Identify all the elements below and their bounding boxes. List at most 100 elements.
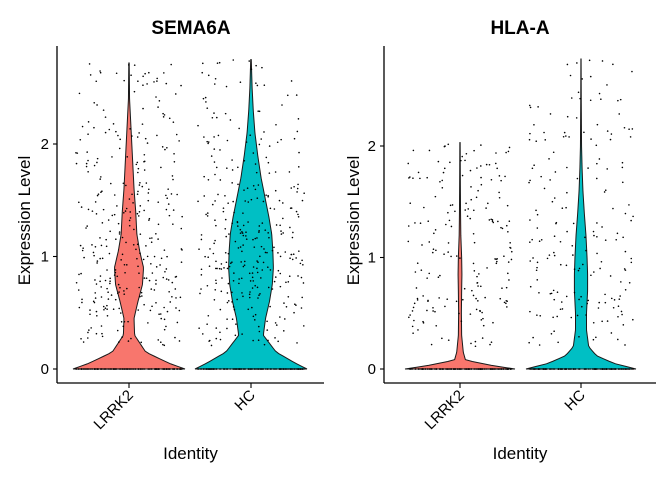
data-point (603, 191, 606, 193)
data-point (115, 130, 117, 133)
data-point (107, 298, 110, 300)
data-point (579, 97, 581, 100)
data-point (450, 368, 453, 370)
data-point (219, 338, 222, 341)
data-point (167, 188, 169, 190)
data-point (238, 278, 240, 280)
data-point (96, 161, 98, 164)
data-point (171, 295, 173, 298)
data-point (408, 177, 410, 179)
data-point (280, 138, 282, 141)
data-point (560, 301, 563, 303)
data-point (282, 217, 284, 220)
data-point (172, 209, 175, 211)
data-point (141, 185, 144, 188)
data-point (628, 204, 630, 206)
data-point (256, 260, 258, 262)
data-point (89, 74, 92, 76)
data-point (232, 279, 235, 282)
data-point (473, 149, 475, 152)
data-point (213, 148, 216, 150)
data-point (238, 127, 240, 130)
data-point (94, 201, 97, 203)
data-point (231, 169, 234, 171)
data-point (151, 305, 153, 308)
data-point (218, 267, 221, 270)
data-point (164, 148, 166, 151)
data-point (482, 324, 485, 327)
data-point (441, 179, 444, 182)
data-point (412, 306, 415, 309)
data-point (125, 264, 128, 266)
data-point (565, 295, 568, 298)
data-point (207, 74, 210, 77)
data-point (267, 232, 269, 234)
data-point (419, 222, 422, 225)
data-point (296, 191, 298, 193)
data-point (203, 195, 206, 197)
data-point (219, 179, 222, 181)
data-point (138, 210, 141, 213)
data-point (199, 368, 202, 370)
data-point (485, 163, 488, 166)
data-point (157, 238, 159, 240)
data-point (155, 283, 157, 285)
data-point (477, 189, 479, 192)
data-point (502, 368, 504, 370)
data-point (219, 331, 221, 334)
data-point (284, 251, 287, 253)
data-point (170, 63, 172, 66)
data-point (176, 193, 178, 196)
data-point (488, 163, 491, 166)
data-point (480, 176, 482, 179)
data-point (423, 206, 425, 209)
data-point (510, 250, 513, 253)
data-point (491, 219, 494, 221)
data-point (155, 301, 157, 304)
data-point (200, 368, 203, 370)
data-point (256, 267, 258, 270)
data-point (252, 339, 254, 342)
data-point (258, 225, 261, 227)
data-point (623, 126, 626, 129)
data-point (529, 368, 532, 370)
data-point (255, 64, 257, 67)
data-point (113, 194, 116, 196)
data-point (443, 253, 445, 255)
data-point (554, 171, 557, 173)
data-point (536, 213, 539, 216)
data-point (604, 301, 607, 304)
data-point (299, 368, 301, 370)
data-point (86, 225, 88, 227)
data-point (619, 98, 622, 101)
data-point (273, 208, 276, 210)
data-point (529, 219, 531, 221)
data-point (301, 199, 304, 202)
data-point (480, 183, 483, 186)
data-point (158, 313, 160, 316)
data-point (149, 368, 152, 370)
data-point (426, 368, 429, 370)
data-point (257, 368, 259, 370)
data-point (249, 134, 252, 136)
data-point (568, 136, 570, 138)
data-point (552, 289, 555, 292)
data-point (109, 230, 111, 233)
data-point (287, 295, 290, 298)
data-point (200, 274, 203, 276)
data-point (226, 301, 229, 304)
data-point (438, 297, 440, 299)
data-point (529, 285, 532, 288)
data-point (171, 281, 174, 284)
data-point (200, 238, 203, 241)
data-point (279, 272, 282, 275)
data-point (265, 194, 267, 196)
data-point (155, 279, 157, 282)
data-point (258, 230, 260, 232)
data-point (95, 80, 98, 83)
data-point (584, 368, 587, 370)
data-point (201, 62, 204, 65)
data-point (99, 275, 102, 277)
data-point (601, 226, 603, 228)
data-point (197, 124, 199, 127)
